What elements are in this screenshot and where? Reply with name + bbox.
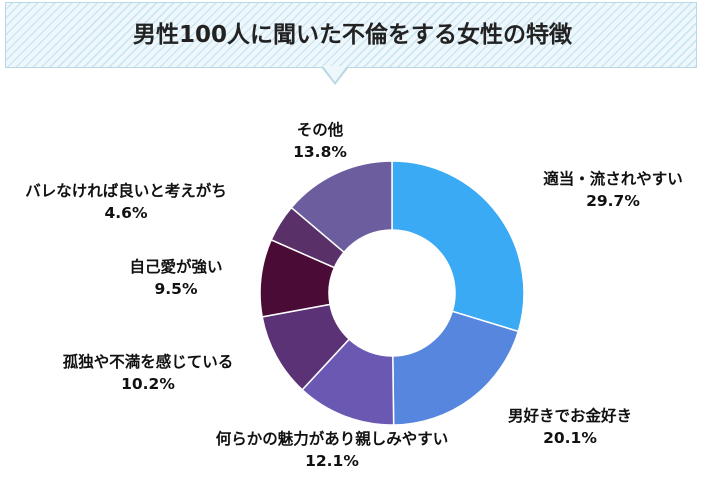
slice-name: その他 <box>296 121 344 139</box>
slice-label-3: 孤独や不満を感じている 10.2% <box>63 351 234 395</box>
slice-name: 何らかの魅力があり親しみやすい <box>215 430 449 448</box>
donut-slice-1 <box>392 310 520 426</box>
slice-label-6: その他 13.8% <box>293 119 347 163</box>
slice-value: 12.1% <box>305 452 359 470</box>
slice-name: 孤独や不満を感じている <box>62 353 234 371</box>
slice-label-2: 何らかの魅力があり親しみやすい 12.1% <box>216 428 449 472</box>
slice-name: 男好きでお金好き <box>507 407 633 425</box>
slice-name: 適当・流されやすい <box>543 170 683 188</box>
donut-slice-6 <box>290 160 393 254</box>
slice-value: 4.6% <box>104 204 148 222</box>
slice-name: バレなければ良いと考えがち <box>25 182 227 200</box>
slice-value: 10.2% <box>121 375 175 393</box>
title-banner <box>5 2 697 68</box>
slice-value: 9.5% <box>154 280 198 298</box>
slice-label-5: バレなければ良いと考えがち 4.6% <box>25 180 227 224</box>
banner-pointer-fill <box>323 66 347 82</box>
slice-label-0: 適当・流されやすい 29.7% <box>543 168 683 212</box>
chart-title: 男性100人に聞いた不倫をする女性の特徴 <box>132 22 572 48</box>
slice-value: 13.8% <box>293 143 347 161</box>
slice-value: 20.1% <box>543 429 597 447</box>
slice-value: 29.7% <box>586 192 640 210</box>
slice-label-1: 男好きでお金好き 20.1% <box>508 405 632 449</box>
slice-name: 自己愛が強い <box>129 258 223 276</box>
slice-label-4: 自己愛が強い 9.5% <box>129 256 222 300</box>
donut-slice-0 <box>391 160 525 333</box>
